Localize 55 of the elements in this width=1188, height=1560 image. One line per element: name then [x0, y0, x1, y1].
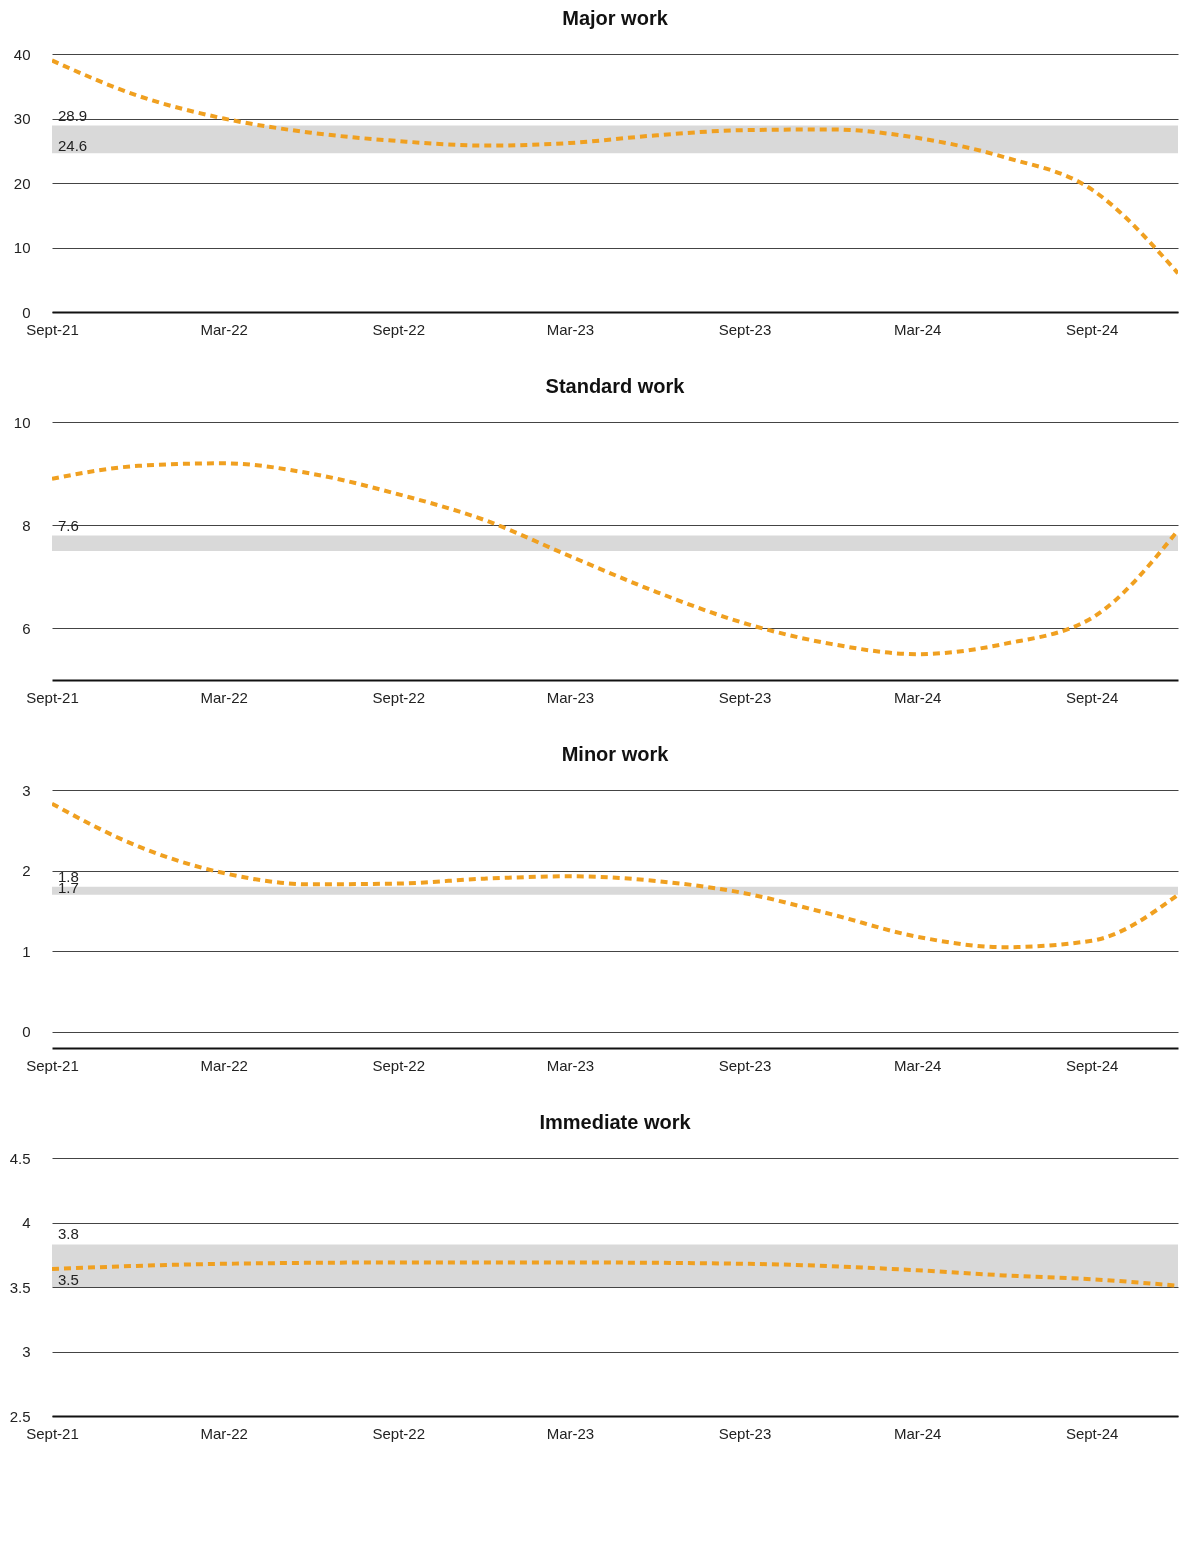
x-tick-label: Sept-22	[372, 688, 426, 706]
x-tick-label: Mar-24	[893, 1424, 942, 1442]
x-tick-label: Sept-22	[372, 1424, 426, 1442]
x-tick-label: Sept-24	[1065, 320, 1119, 338]
x-tick-label: Mar-23	[546, 1424, 595, 1442]
y-tick-label: 4	[22, 1214, 31, 1231]
y-tick-label: 6	[22, 619, 31, 637]
y-tick-label: 3	[22, 781, 31, 799]
y-tick-label: 2.5	[9, 1407, 31, 1425]
x-tick-label: Mar-23	[546, 688, 595, 706]
y-tick-label: 10	[13, 413, 31, 431]
y-tick-label: 2	[22, 862, 31, 880]
y-tick-label: 1	[22, 942, 31, 960]
x-tick-label: Mar-22	[200, 320, 248, 338]
y-tick-label: 4.5	[9, 1149, 31, 1167]
x-tick-label: Sept-22	[372, 320, 426, 338]
x-tick-label: Sept-23	[718, 320, 772, 338]
x-tick-label: Mar-22	[200, 1056, 248, 1074]
y-tick-label: 20	[13, 174, 31, 192]
x-tick-label: Sept-24	[1065, 688, 1119, 706]
x-tick-label: Sept-23	[718, 1056, 772, 1074]
x-tick-label: Sept-23	[718, 1424, 772, 1442]
x-tick-label: Sept-21	[26, 320, 79, 338]
line-series	[52, 58, 1178, 276]
y-tick-label: 8	[22, 516, 31, 534]
y-tick-label: 10	[13, 239, 31, 256]
chart-title: Major work	[562, 7, 669, 29]
x-tick-label: Mar-23	[546, 320, 595, 338]
x-tick-label: Sept-21	[26, 1056, 79, 1074]
y-tick-label: 40	[13, 45, 31, 63]
x-tick-label: Sept-24	[1065, 1424, 1119, 1442]
chart-title: Minor work	[561, 743, 670, 765]
x-tick-label: Sept-21	[26, 1424, 79, 1442]
x-tick-label: Sept-21	[26, 688, 79, 706]
y-tick-label: 3	[22, 1343, 31, 1360]
x-tick-label: Mar-24	[893, 1056, 942, 1074]
x-tick-label: Sept-22	[372, 1056, 426, 1074]
line-series	[52, 801, 1178, 950]
x-tick-label: Mar-22	[200, 1424, 248, 1442]
line-series	[52, 461, 1178, 657]
annotation: 3.5	[58, 1271, 79, 1288]
x-tick-label: Mar-22	[200, 688, 248, 706]
chart-title: Standard work	[545, 375, 686, 397]
x-tick-label: Mar-24	[893, 320, 942, 338]
y-tick-label: 0	[22, 1023, 31, 1041]
band-label: 3.8	[58, 1225, 79, 1243]
x-tick-label: Mar-24	[893, 688, 942, 706]
y-tick-label: 3.5	[9, 1278, 31, 1296]
y-tick-label: 0	[22, 303, 31, 321]
x-tick-label: Mar-23	[546, 1056, 595, 1074]
x-tick-label: Sept-24	[1065, 1056, 1119, 1074]
x-tick-label: Sept-23	[718, 688, 772, 706]
chart-title: Immediate work	[539, 1111, 692, 1133]
annotation: 24.6	[58, 137, 88, 155]
y-tick-label: 30	[13, 110, 31, 127]
